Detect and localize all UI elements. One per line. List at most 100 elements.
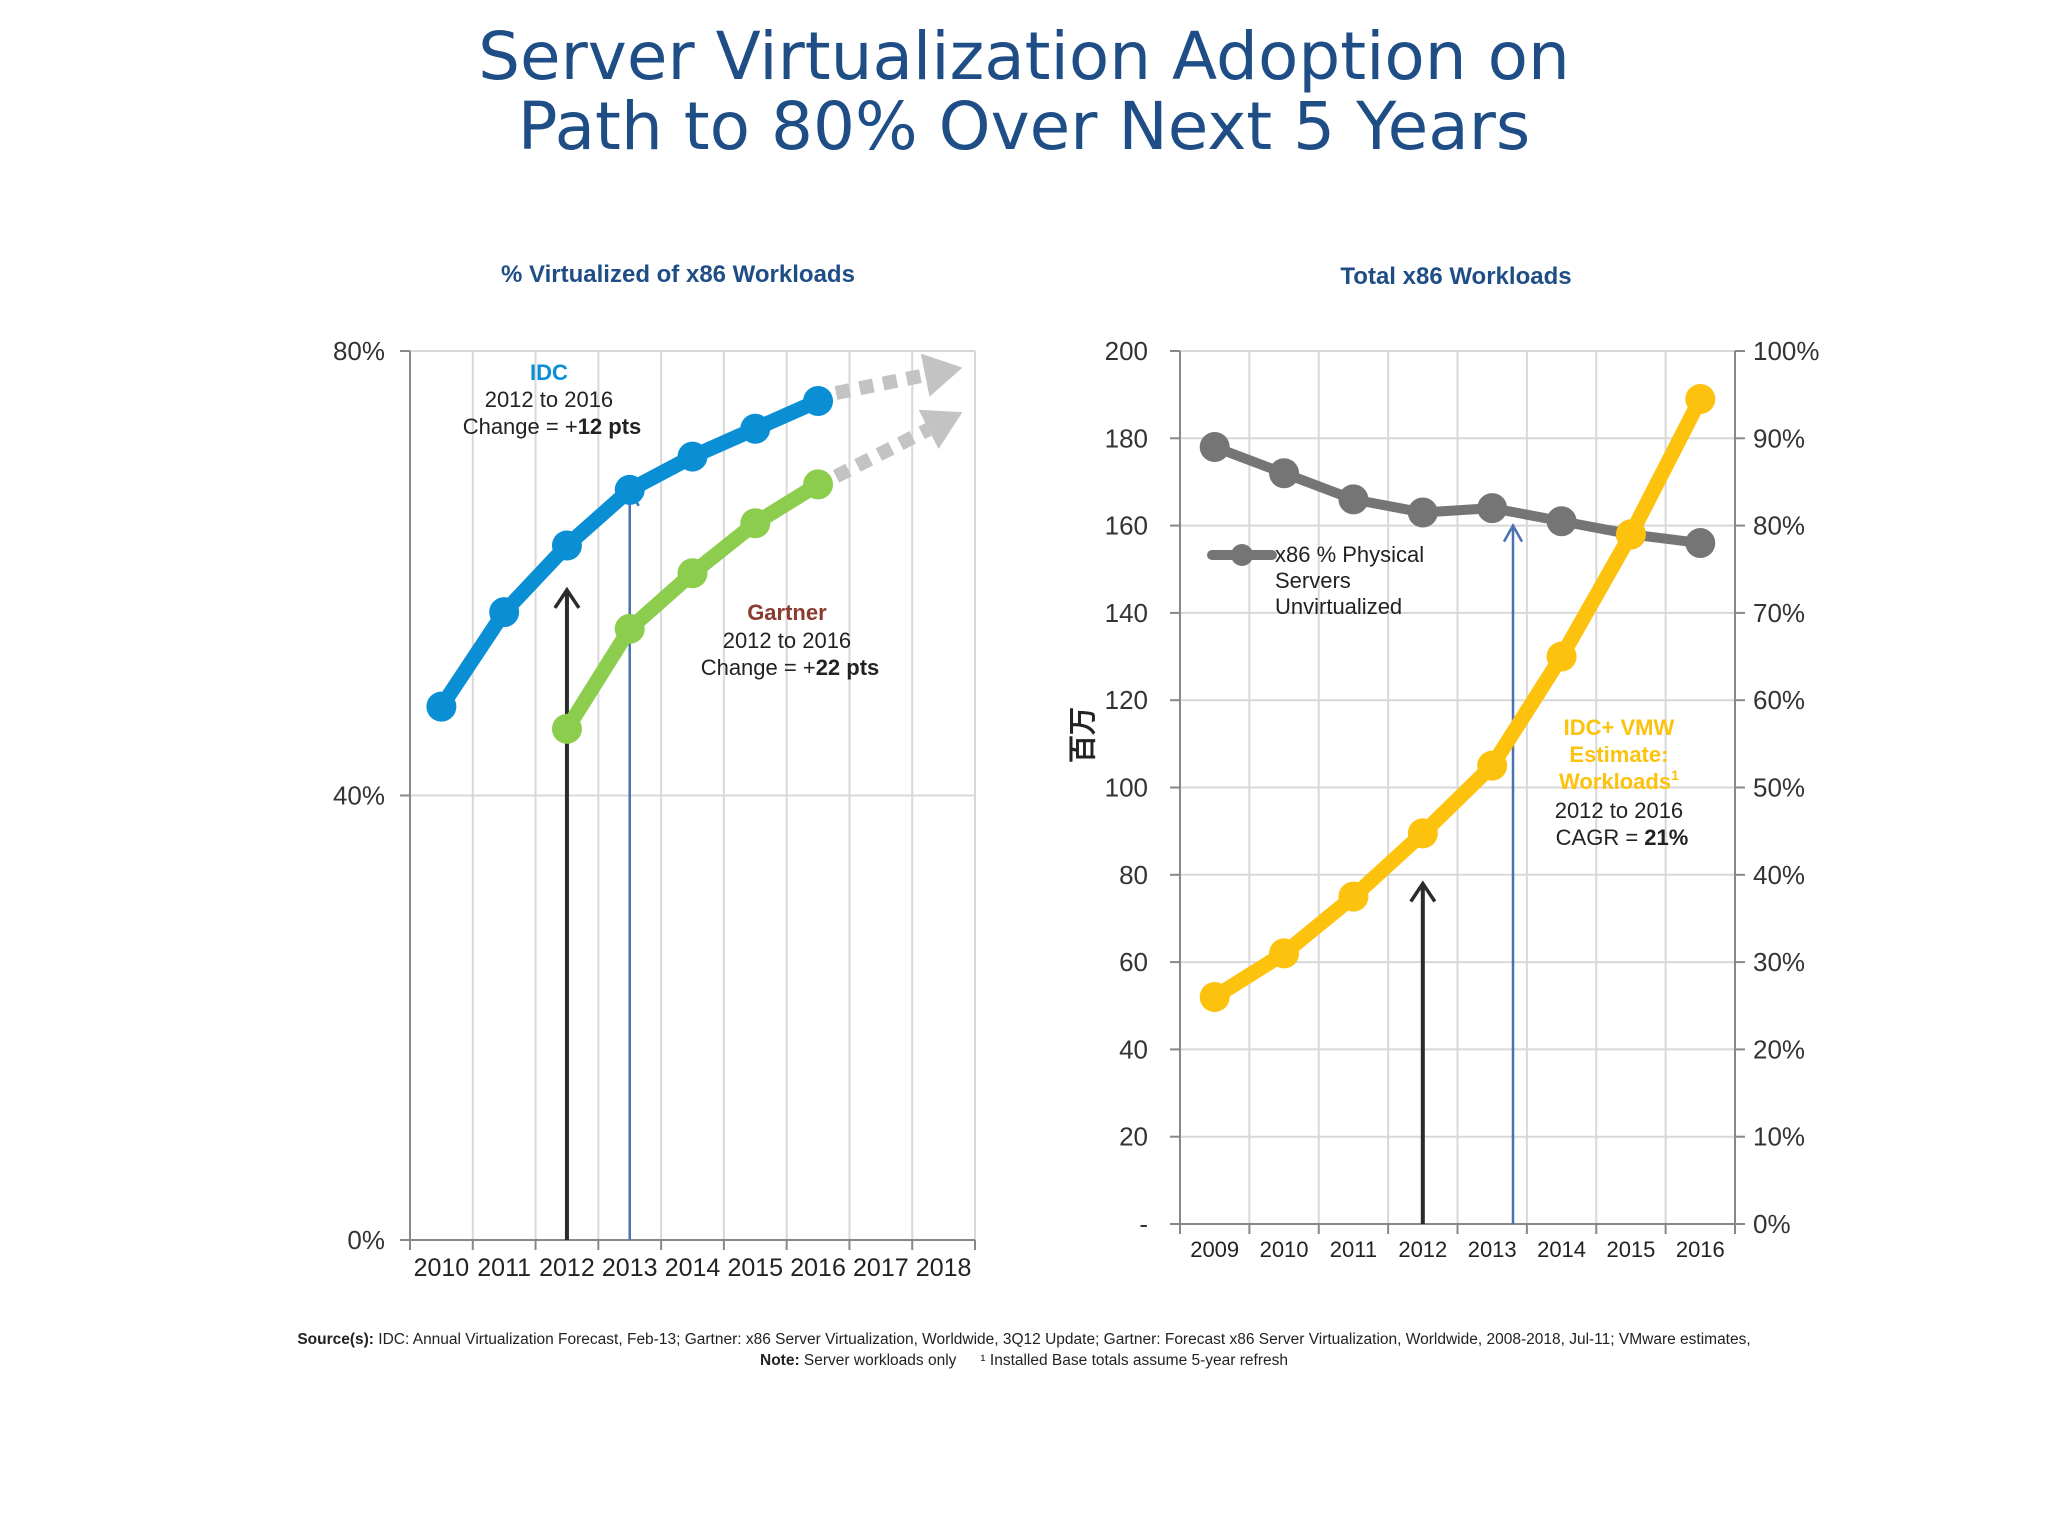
right-markers bbox=[1409, 523, 1524, 1224]
left-axes: 0% 40% 80% 2010 2011 2012 2013 2014 2015 2016 2017… bbox=[333, 336, 976, 1282]
workloads-label-3: Workloads bbox=[1559, 769, 1671, 794]
right-y-right-tick-label: 100% bbox=[1753, 336, 1820, 366]
series-gartner-point bbox=[677, 558, 708, 589]
forecast-arrow-head bbox=[920, 353, 963, 397]
legend-physical: x86 % Physical Servers Unvirtualized bbox=[1207, 542, 1430, 619]
left-x-tick-label: 2013 bbox=[602, 1254, 658, 1282]
workloads-cagr-value: 21% bbox=[1644, 825, 1688, 850]
right-x-tick-label: 2012 bbox=[1398, 1237, 1447, 1262]
idc-change: Change = +12 pts bbox=[463, 414, 642, 439]
right-y-right-tick-label: 10% bbox=[1753, 1122, 1805, 1152]
gartner-change-prefix: Change = + bbox=[701, 655, 816, 680]
source-label: Source(s): bbox=[297, 1331, 374, 1348]
forecast-arrow-dotted-line bbox=[834, 368, 927, 400]
forecast-arrow-dotted-line bbox=[832, 423, 932, 483]
right-y-right-tick-label: 40% bbox=[1753, 860, 1805, 890]
left-series bbox=[426, 386, 834, 744]
gartner-label: Gartner bbox=[747, 600, 827, 625]
right-y-right-tick-label: 70% bbox=[1753, 598, 1805, 628]
workloads-label-3-row: Workloads1 bbox=[1559, 767, 1679, 794]
legend-physical-label: x86 % Physical Servers Unvirtualized bbox=[1275, 542, 1430, 619]
series-idc-point bbox=[803, 386, 834, 417]
right-axes: - 20 40 60 80 100 120 140 160 180 200 0% 10% 20% 30% 40… bbox=[1105, 336, 1820, 1262]
right-y-left-tick-label: 20 bbox=[1119, 1122, 1148, 1152]
idc-annotation: IDC 2012 to 2016 Change = +12 pts bbox=[463, 360, 642, 439]
left-x-tick-label: 2016 bbox=[790, 1254, 846, 1282]
series-physical-point bbox=[1685, 528, 1716, 559]
series-physical-point bbox=[1407, 497, 1438, 528]
page-title: Server Virtualization Adoption on Path t… bbox=[0, 22, 2048, 162]
footnote-text: ¹ Installed Base totals assume 5-year re… bbox=[980, 1352, 1288, 1369]
right-black-arrow-head bbox=[1409, 880, 1437, 903]
idc-range: 2012 to 2016 bbox=[485, 387, 613, 412]
right-y-right-tick-label: 60% bbox=[1753, 685, 1805, 715]
workloads-label-1: IDC+ VMW bbox=[1564, 715, 1675, 740]
right-series bbox=[1199, 384, 1716, 1013]
workloads-annotation: IDC+ VMW Estimate: Workloads1 2012 to 20… bbox=[1555, 715, 1690, 850]
series-idc-point bbox=[614, 474, 645, 505]
title-line-1: Server Virtualization Adoption on bbox=[478, 18, 1570, 95]
idc-change-prefix: Change = + bbox=[463, 414, 578, 439]
right-y-left-tick-label: 80 bbox=[1119, 860, 1148, 890]
left-x-tick-label: 2014 bbox=[665, 1254, 721, 1282]
right-y-right-tick-label: 30% bbox=[1753, 947, 1805, 977]
series-workloads-point bbox=[1269, 938, 1300, 969]
right-grid bbox=[1180, 350, 1735, 1224]
right-y-left-tick-label: 180 bbox=[1105, 423, 1148, 453]
legend-physical-line-3: Unvirtualized bbox=[1275, 594, 1402, 619]
legend-physical-line-1: x86 % Physical bbox=[1275, 542, 1424, 567]
series-workloads-point bbox=[1615, 519, 1646, 550]
series-idc-point bbox=[677, 441, 708, 472]
right-y-left-tick-label: 60 bbox=[1119, 947, 1148, 977]
footer-note: Note: Server workloads only ¹ Installed B… bbox=[0, 1352, 2048, 1370]
right-y-left-tick-label: 120 bbox=[1105, 685, 1148, 715]
workloads-cagr-prefix: CAGR = bbox=[1556, 825, 1645, 850]
source-text: IDC: Annual Virtualization Forecast, Feb… bbox=[373, 1331, 1751, 1348]
right-blue-arrow-head bbox=[1502, 523, 1524, 543]
series-gartner-point bbox=[614, 613, 645, 644]
series-idc-point bbox=[551, 530, 582, 561]
right-x-tick-label: 2014 bbox=[1537, 1237, 1586, 1262]
legend-physical-line-2: Servers bbox=[1275, 568, 1351, 593]
workloads-cagr: CAGR = 21% bbox=[1556, 825, 1689, 850]
series-physical-point bbox=[1269, 458, 1300, 489]
idc-change-value: 12 pts bbox=[578, 414, 642, 439]
series-physical-point bbox=[1546, 506, 1577, 537]
right-y-right-tick-label: 90% bbox=[1753, 423, 1805, 453]
right-y-axis-label: 百万 bbox=[1066, 707, 1099, 763]
right-y-left-tick-label: 40 bbox=[1119, 1034, 1148, 1064]
workloads-range: 2012 to 2016 bbox=[1555, 798, 1683, 823]
idc-label: IDC bbox=[530, 360, 568, 385]
left-markers bbox=[553, 487, 640, 1240]
right-y-right-tick-label: 0% bbox=[1753, 1209, 1791, 1239]
series-idc-point bbox=[426, 691, 457, 722]
left-black-arrow-head bbox=[553, 586, 581, 609]
left-x-tick-label: 2017 bbox=[853, 1254, 909, 1282]
left-y-tick-label: 40% bbox=[333, 781, 385, 811]
series-idc-point bbox=[489, 597, 520, 628]
right-x-tick-label: 2016 bbox=[1676, 1237, 1725, 1262]
series-idc-point bbox=[740, 413, 771, 444]
footer-source: Source(s): IDC: Annual Virtualization Fo… bbox=[0, 1331, 2048, 1349]
gartner-change-value: 22 pts bbox=[816, 655, 880, 680]
gartner-range: 2012 to 2016 bbox=[723, 628, 851, 653]
left-x-tick-label: 2010 bbox=[414, 1254, 470, 1282]
forecast-arrow-head bbox=[918, 409, 963, 449]
left-y-tick-label: 0% bbox=[347, 1225, 385, 1255]
workloads-label-2: Estimate: bbox=[1569, 742, 1668, 767]
series-gartner-point bbox=[740, 508, 771, 539]
right-chart-title: Total x86 Workloads bbox=[1340, 263, 1571, 290]
left-x-tick-label: 2018 bbox=[916, 1254, 972, 1282]
series-workloads-point bbox=[1685, 384, 1716, 415]
note-label: Note: bbox=[760, 1352, 800, 1369]
left-x-tick-label: 2012 bbox=[539, 1254, 595, 1282]
note-text: Server workloads only bbox=[799, 1352, 957, 1369]
series-physical-point bbox=[1338, 484, 1369, 515]
right-x-tick-label: 2015 bbox=[1606, 1237, 1655, 1262]
right-y-left-tick-label: 100 bbox=[1105, 773, 1148, 803]
legend-physical-marker bbox=[1231, 544, 1253, 566]
right-y-left-tick-label: 160 bbox=[1105, 511, 1148, 541]
series-workloads-point bbox=[1199, 982, 1230, 1013]
series-gartner-point bbox=[803, 469, 834, 500]
